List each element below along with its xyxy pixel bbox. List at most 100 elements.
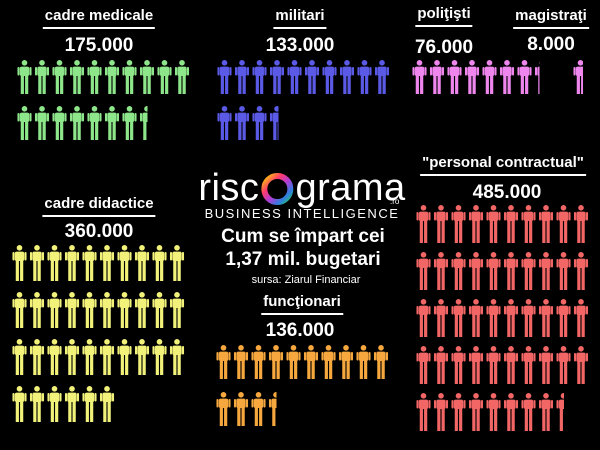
person-icon [268,392,277,426]
person-icon [357,60,372,94]
person-icon [29,292,45,328]
person-icon [252,60,267,94]
label-magistrati: magistraţi [513,8,589,29]
person-icon [468,393,484,431]
person-icon [64,292,80,328]
person-icon [269,106,279,140]
person-icon [134,292,150,328]
person-icon [486,299,501,337]
person-icon [573,205,589,243]
person-icon [29,245,45,281]
person-icon [321,345,336,379]
person-icon [534,61,540,94]
person-icon [464,60,480,94]
person-icon [556,393,564,431]
label-cadre-medicale: cadre medicale [42,8,156,29]
value-personal-contractual: 485.000 [472,182,542,203]
person-icon [517,60,532,94]
person-icon [538,252,554,290]
person-icon [521,393,536,431]
person-icon [468,252,484,290]
person-icon [12,245,27,281]
person-icon [451,299,466,337]
person-icon [234,106,250,140]
person-icon [339,60,355,94]
person-icon [152,339,167,375]
person-icon [503,346,519,384]
person-icon [251,392,266,426]
person-icon [416,346,431,384]
person-icon [117,292,132,328]
person-icon [433,346,449,384]
person-icon [216,392,231,426]
person-icon [451,252,466,290]
person-icon [139,106,148,140]
person-icon [521,299,536,337]
person-icon [99,339,115,375]
person-icon [69,106,85,140]
person-icon [486,393,501,431]
person-icon [573,252,589,290]
person-icon [12,292,27,328]
person-icon [251,345,266,379]
person-icon [87,106,102,140]
person-icon [12,339,27,375]
value-politisti: 76.000 [414,37,474,58]
person-icon [217,106,232,140]
person-icon [486,205,501,243]
brand-name-pre: risc [198,167,260,209]
value-magistrati: 8.000 [527,34,575,55]
label-militari: militari [273,8,327,29]
brand-tagline: BUSINESS INTELLIGENCE [204,206,400,221]
person-icon [69,60,85,94]
person-icon [233,345,249,379]
person-icon [216,345,231,379]
person-icon [169,245,185,281]
brand-domain: .ro [390,197,400,206]
person-icon [538,299,554,337]
brand-logo: risc grama [198,168,405,208]
person-icon [503,299,519,337]
source-text: sursa: Ziarul Financiar [251,274,361,286]
person-icon [538,205,554,243]
person-icon [174,60,190,94]
person-icon [34,106,50,140]
person-icon [374,60,390,94]
person-icon [82,386,97,422]
label-personal-contractual: "personal contractual" [420,155,586,176]
person-icon [468,299,484,337]
person-icon [104,60,120,94]
title-line-2: 1,37 mil. bugetari [225,249,381,270]
person-icon [217,60,232,94]
person-icon [287,60,302,94]
person-icon [373,345,389,379]
person-icon [152,292,167,328]
person-icon [486,252,501,290]
person-icon [573,346,589,384]
person-icon [64,339,80,375]
person-icon [52,106,67,140]
person-icon [556,252,571,290]
person-icon [521,205,536,243]
person-icon [429,60,445,94]
person-icon [34,60,50,94]
person-icon [268,345,284,379]
person-icon [416,299,431,337]
person-icon [47,339,62,375]
person-icon [538,346,554,384]
person-icon [538,393,554,431]
person-icon [521,252,536,290]
person-icon [556,205,571,243]
person-icon [152,245,167,281]
person-icon [556,346,571,384]
person-icon [482,60,497,94]
person-icon [99,386,115,422]
brand-name-post: grama [295,167,406,209]
person-icon [47,386,62,422]
value-militari: 133.000 [265,35,335,56]
person-icon [64,245,80,281]
person-icon [416,252,431,290]
person-icon [433,393,449,431]
person-icon [304,60,320,94]
person-icon [139,60,155,94]
